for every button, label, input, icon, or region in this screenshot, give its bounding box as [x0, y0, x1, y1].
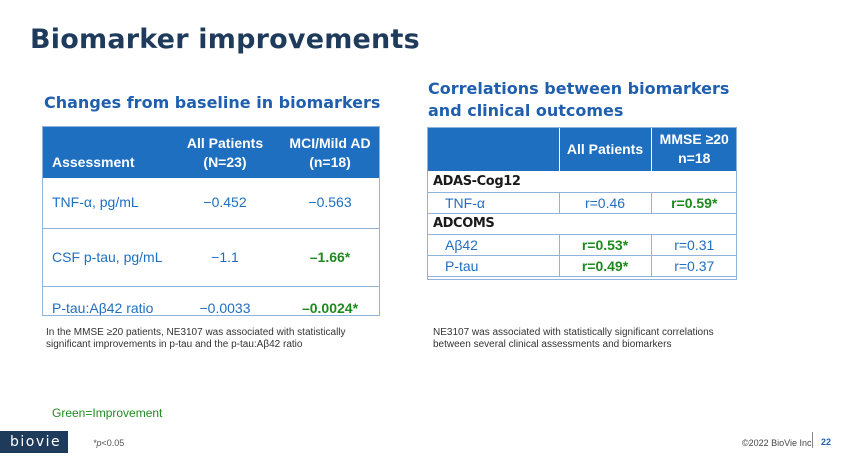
footnote: *p<0.05: [93, 438, 124, 448]
cell-all: r=0.49*: [558, 255, 651, 277]
table-row: TNF-α, pg/mL −0.452 −0.563: [42, 178, 380, 229]
page-number: 22: [821, 437, 832, 447]
row-label: CSF p-tau, pg/mL: [42, 228, 170, 287]
table-row: TNF-α r=0.46 r=0.59*: [427, 192, 737, 214]
cell-mmse: r=0.31: [650, 234, 737, 256]
table-header-row: Assessment All Patients (N=23) MCI/Mild …: [42, 126, 380, 178]
header-blank: [427, 127, 559, 171]
cell-mci: –0.0024*: [301, 299, 359, 316]
table-header-row: All Patients MMSE ≥20 n=18: [427, 127, 737, 171]
table-row: Aβ42 r=0.53* r=0.31: [427, 234, 737, 256]
row-label: P-tau: [427, 255, 559, 277]
page-title: Biomarker improvements: [30, 24, 420, 55]
legend-text: Green=Improvement: [52, 406, 163, 420]
group-label-adas: ADAS-Cog12: [427, 171, 737, 193]
header-mci: MCI/Mild AD (n=18): [280, 126, 380, 178]
cell-mmse: r=0.37: [650, 255, 737, 277]
header-all-patients: All Patients (N=23): [170, 126, 280, 178]
left-section-heading: Changes from baseline in biomarkers: [44, 93, 381, 112]
cell-all: r=0.53*: [558, 234, 651, 256]
group-row: ADAS-Cog12: [427, 171, 737, 193]
correlations-table: All Patients MMSE ≥20 n=18 ADAS-Cog12 TN…: [427, 127, 737, 277]
biomarker-changes-table: Assessment All Patients (N=23) MCI/Mild …: [42, 126, 380, 330]
right-note: NE3107 was associated with statistically…: [433, 327, 714, 350]
row-label: P-tau:Aβ42 ratio: [52, 299, 154, 316]
copyright: ©2022 BioVie Inc.: [742, 438, 815, 448]
table-row: P-tau r=0.49* r=0.37: [427, 255, 737, 277]
footer-divider: [812, 432, 813, 448]
left-note: In the MMSE ≥20 patients, NE3107 was ass…: [46, 327, 346, 350]
group-row: ADCOMS: [427, 213, 737, 235]
cell-all: −0.0033: [199, 299, 251, 316]
group-label-adcoms: ADCOMS: [427, 213, 737, 235]
right-section-heading: Correlations between biomarkers and clin…: [428, 79, 730, 120]
row-label: TNF-α: [427, 192, 559, 214]
table-row: P-tau:Aβ42 ratio −0.0033 –0.0024*: [42, 286, 380, 330]
header-mmse: MMSE ≥20 n=18: [650, 127, 737, 171]
header-assessment: Assessment: [42, 126, 170, 178]
cell-mci: −0.563: [280, 178, 380, 229]
row-label: TNF-α, pg/mL: [42, 178, 170, 229]
table-row: CSF p-tau, pg/mL −1.1 –1.66*: [42, 228, 380, 287]
cell-mmse: r=0.59*: [650, 192, 737, 214]
header-all-patients: All Patients: [558, 127, 651, 171]
cell-all: r=0.46: [558, 192, 651, 214]
footnote-value: <0.05: [101, 438, 125, 448]
biovie-logo: biovie: [0, 431, 68, 453]
row-label: Aβ42: [427, 234, 559, 256]
cell-all: −1.1: [170, 228, 280, 287]
cell-all: −0.452: [170, 178, 280, 229]
cell-mci: –1.66*: [280, 228, 380, 287]
footnote-p: *p: [93, 438, 102, 448]
